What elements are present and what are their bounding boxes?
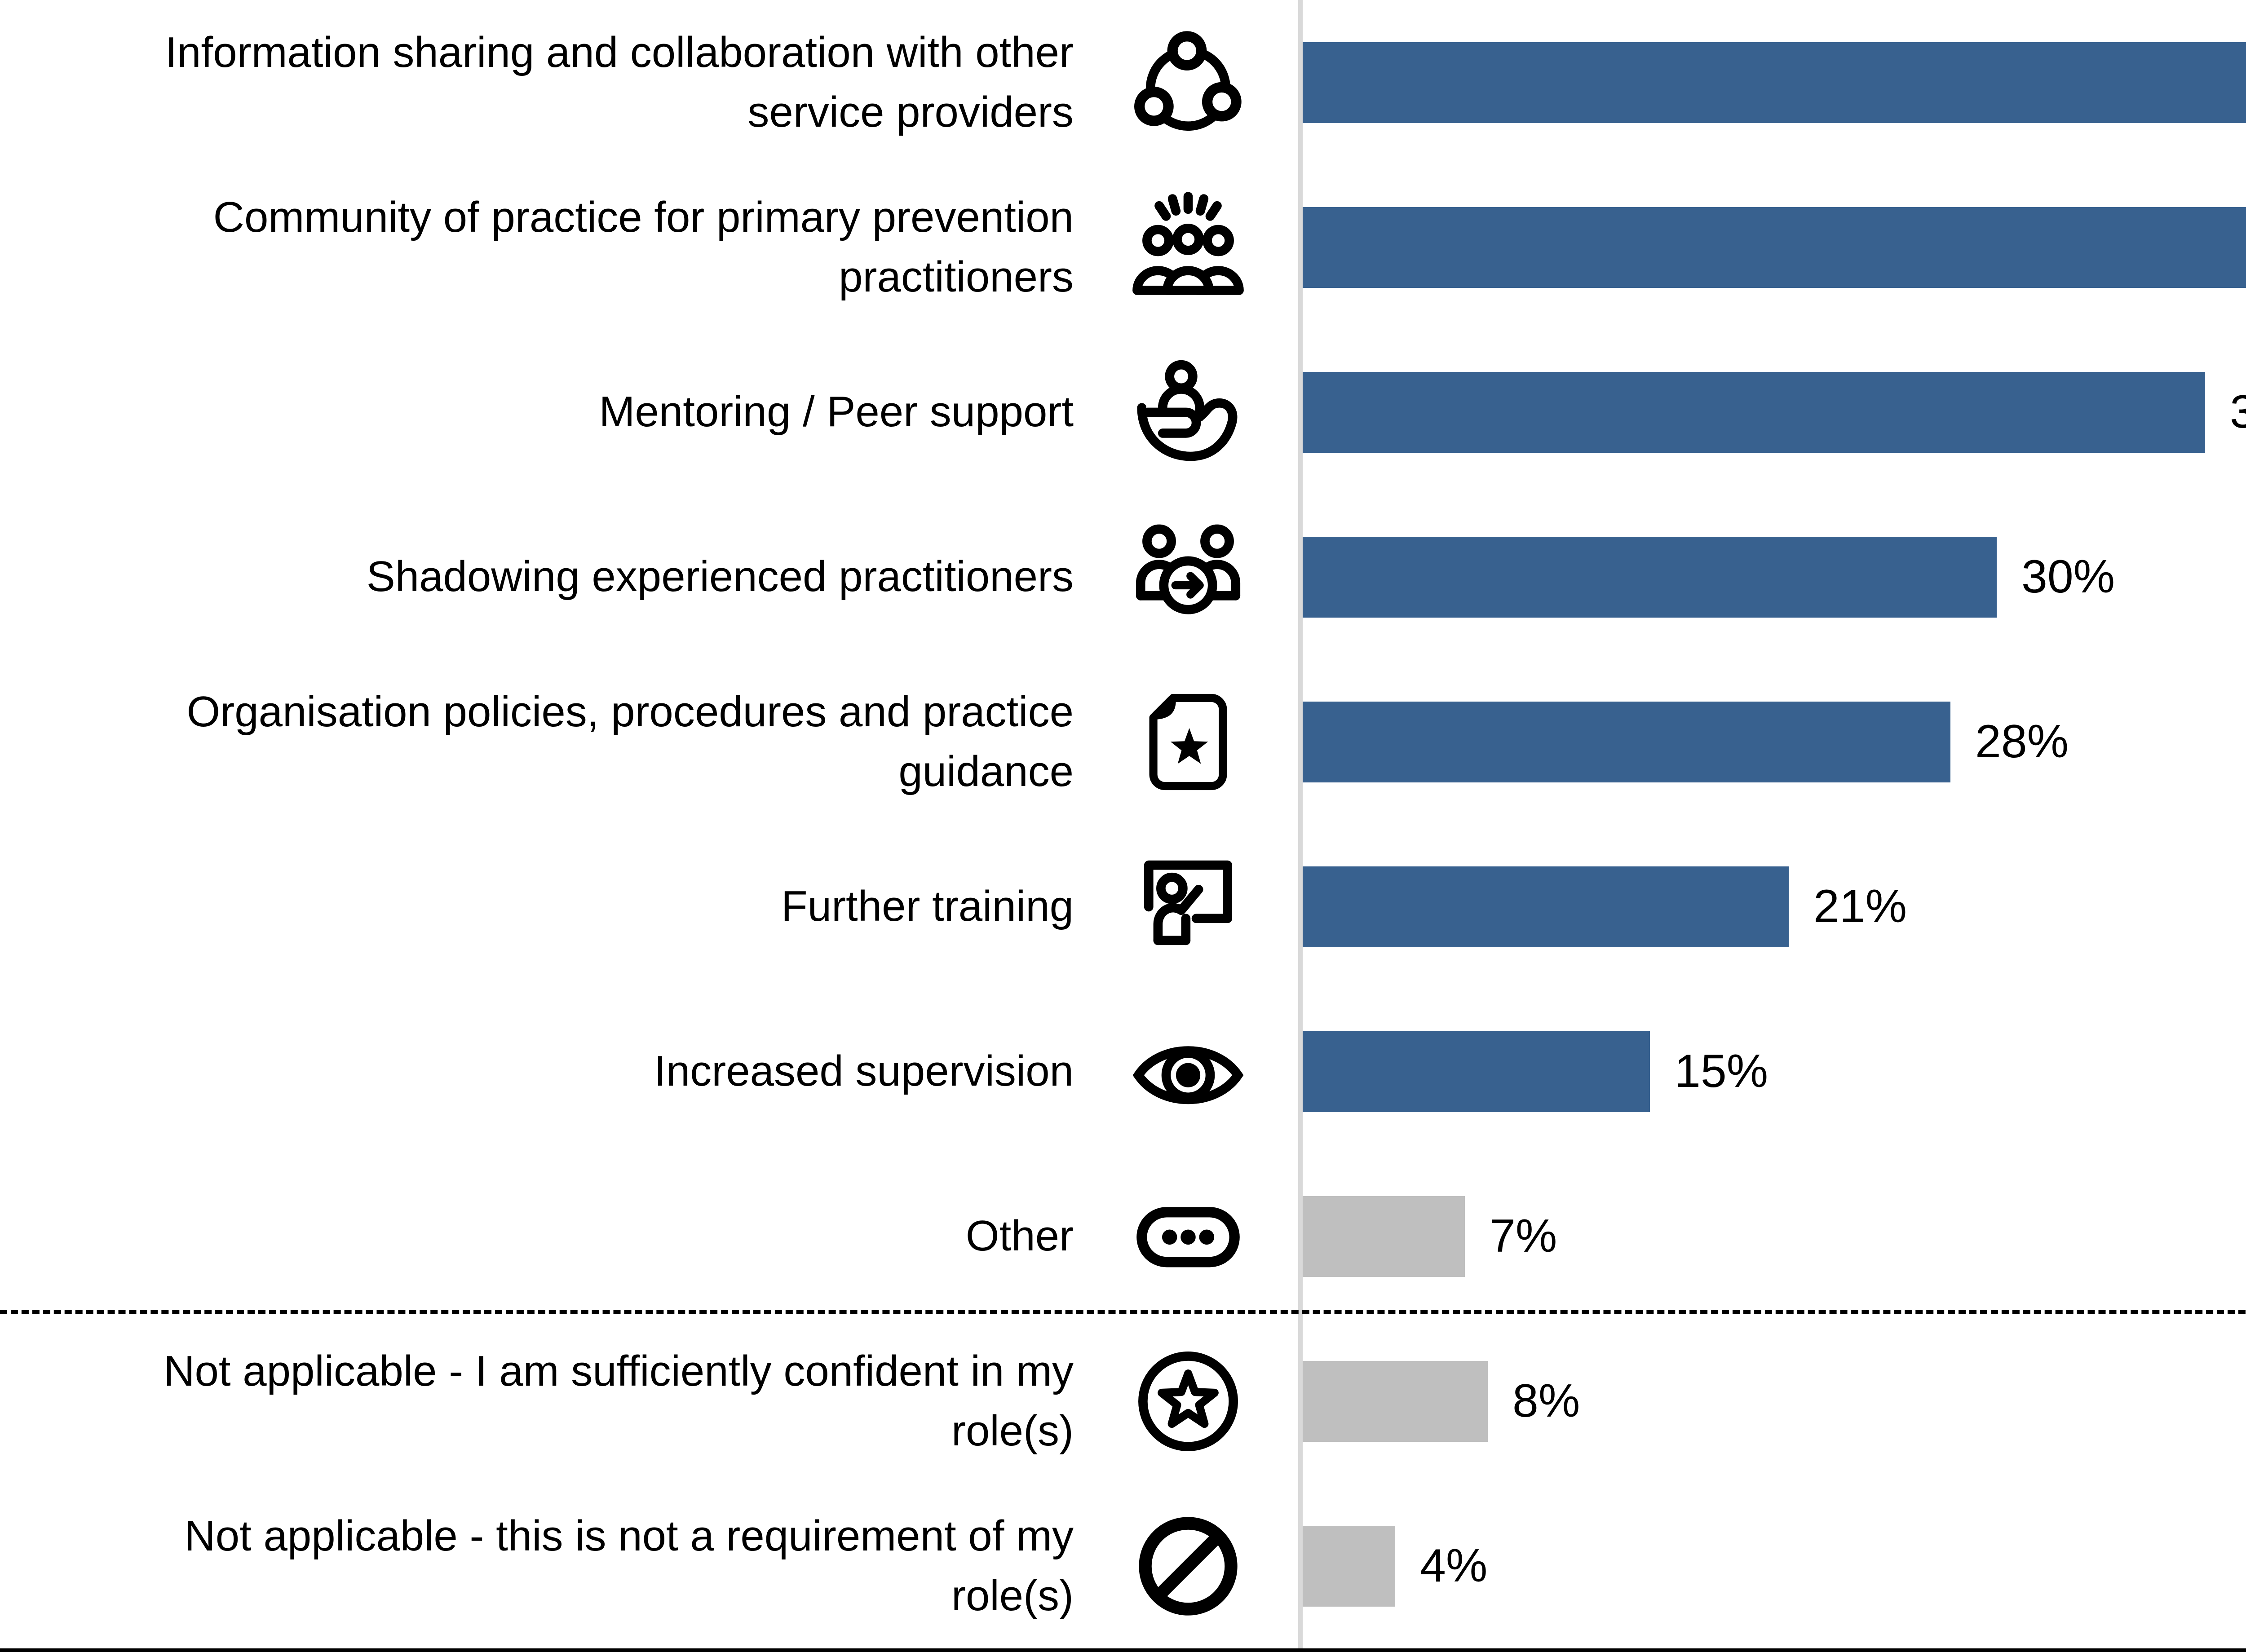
bar-area: 30% <box>1298 536 2246 618</box>
value-label: 7% <box>1490 1210 1557 1262</box>
bar-area: 39% <box>1298 371 2246 453</box>
category-axis-line <box>1298 0 1303 1648</box>
value-label: 4% <box>1420 1540 1488 1592</box>
value-label: 8% <box>1512 1375 1580 1427</box>
chart-row: Information sharing and collaboration wi… <box>0 0 2246 165</box>
document-star-icon <box>1078 684 1298 800</box>
bar <box>1303 207 2246 288</box>
shadowing-people-arrow-icon <box>1078 519 1298 635</box>
bar-area: 21% <box>1298 866 2246 947</box>
category-label: Information sharing and collaboration wi… <box>165 28 1074 136</box>
category-label: Increased supervision <box>654 1047 1074 1095</box>
training-presenter-icon <box>1078 849 1298 965</box>
value-label: 15% <box>1675 1045 1769 1097</box>
bar <box>1303 42 2246 123</box>
bar <box>1303 866 1789 947</box>
eye-icon <box>1078 1014 1298 1130</box>
category-label: Mentoring / Peer support <box>599 388 1074 436</box>
bottom-axis-line <box>0 1648 2246 1652</box>
chart-row: Not applicable - I am sufficiently confi… <box>0 1319 2246 1484</box>
value-label: 39% <box>2230 386 2246 438</box>
chart-row: Other 7% <box>0 1154 2246 1319</box>
bar <box>1303 536 1997 618</box>
no-entry-icon <box>1078 1508 1298 1624</box>
bar-area: 7% <box>1298 1196 2246 1277</box>
chart-row: Organisation policies, procedures and pr… <box>0 659 2246 824</box>
bar-area: 8% <box>1298 1360 2246 1442</box>
bar <box>1303 1360 1488 1442</box>
bar-area: 15% <box>1298 1031 2246 1112</box>
category-label: Not applicable - this is not a requireme… <box>184 1512 1074 1620</box>
bar-area: 42% <box>1298 207 2246 288</box>
bar <box>1303 1031 1650 1112</box>
dashed-separator-line <box>0 1310 2246 1314</box>
network-icon <box>1078 25 1298 141</box>
star-circle-icon <box>1078 1343 1298 1459</box>
bar <box>1303 1196 1465 1277</box>
ellipsis-icon <box>1078 1179 1298 1294</box>
category-label: Shadowing experienced practitioners <box>366 552 1074 601</box>
value-label: 21% <box>1813 880 1907 932</box>
chart-row: Not applicable - this is not a requireme… <box>0 1484 2246 1648</box>
category-label: Community of practice for primary preven… <box>213 193 1074 301</box>
chart-row: Shadowing experienced practitioners 30% <box>0 495 2246 659</box>
bar-area: 4% <box>1298 1525 2246 1607</box>
value-label: 28% <box>1975 716 2069 768</box>
category-label: Other <box>965 1212 1074 1260</box>
mentoring-hand-icon <box>1078 354 1298 470</box>
value-label: 30% <box>2021 551 2115 603</box>
bar-area: 28% <box>1298 701 2246 782</box>
bar <box>1303 371 2205 453</box>
chart-row: Mentoring / Peer support 39% <box>0 330 2246 495</box>
bar <box>1303 1525 1395 1607</box>
chart-row: Further training 21% <box>0 824 2246 989</box>
chart-row: Community of practice for primary preven… <box>0 165 2246 330</box>
category-label: Not applicable - I am sufficiently confi… <box>164 1347 1074 1455</box>
category-label: Further training <box>781 882 1074 931</box>
bar <box>1303 701 1950 782</box>
community-icon <box>1078 190 1298 305</box>
category-label: Organisation policies, procedures and pr… <box>186 688 1074 795</box>
bar-area: 45% <box>1298 42 2246 123</box>
chart-row: Increased supervision 15% <box>0 989 2246 1154</box>
